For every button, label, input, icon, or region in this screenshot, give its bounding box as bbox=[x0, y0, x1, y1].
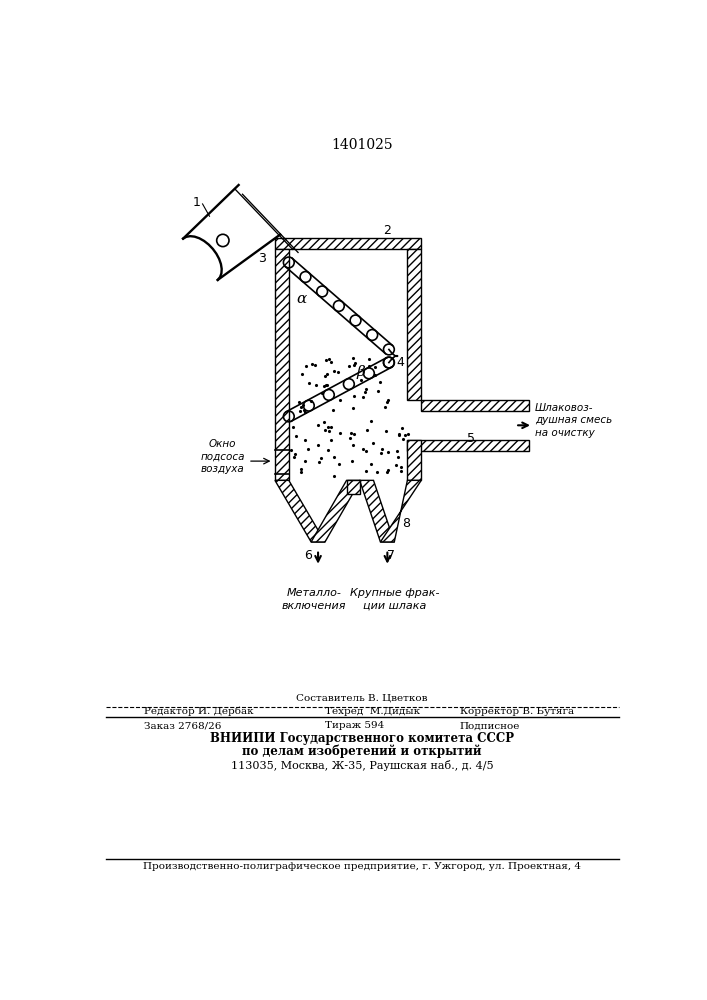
Text: α: α bbox=[296, 292, 306, 306]
Polygon shape bbox=[407, 440, 421, 480]
Text: 1: 1 bbox=[192, 196, 200, 209]
Text: 4: 4 bbox=[397, 356, 404, 369]
Text: 3: 3 bbox=[258, 252, 266, 265]
Polygon shape bbox=[360, 480, 395, 542]
Polygon shape bbox=[275, 480, 325, 542]
Polygon shape bbox=[275, 249, 288, 480]
Text: по делам изобретений и открытий: по делам изобретений и открытий bbox=[243, 745, 481, 758]
Text: 6: 6 bbox=[304, 549, 312, 562]
Text: Заказ 2768/26: Заказ 2768/26 bbox=[144, 721, 221, 730]
Text: Крупные фрак-
ции шлака: Крупные фрак- ции шлака bbox=[350, 588, 440, 611]
Text: ВНИИПИ Государственного комитета СССР: ВНИИПИ Государственного комитета СССР bbox=[210, 732, 514, 745]
Text: Металло-
включения: Металло- включения bbox=[282, 588, 346, 611]
Text: 8: 8 bbox=[402, 517, 410, 530]
Text: 113035, Москва, Ж-35, Раушская наб., д. 4/5: 113035, Москва, Ж-35, Раушская наб., д. … bbox=[230, 760, 493, 771]
Text: Окно
подсоса
воздуха: Окно подсоса воздуха bbox=[200, 439, 245, 474]
Polygon shape bbox=[311, 480, 361, 542]
Text: 2: 2 bbox=[382, 224, 390, 237]
Text: Корректор В. Бутяга: Корректор В. Бутяга bbox=[460, 707, 574, 716]
Text: Техред  М.Дидык: Техред М.Дидык bbox=[325, 707, 420, 716]
Text: Подписное: Подписное bbox=[460, 721, 520, 730]
Text: Тираж 594: Тираж 594 bbox=[325, 721, 384, 730]
Polygon shape bbox=[407, 249, 421, 400]
Polygon shape bbox=[421, 400, 529, 411]
Polygon shape bbox=[380, 480, 421, 542]
Text: 1401025: 1401025 bbox=[331, 138, 393, 152]
Polygon shape bbox=[275, 238, 421, 249]
Polygon shape bbox=[346, 480, 360, 494]
Text: Редактор И. Дербак: Редактор И. Дербак bbox=[144, 707, 254, 716]
Polygon shape bbox=[407, 440, 529, 451]
Text: Составитель В. Цветков: Составитель В. Цветков bbox=[296, 694, 428, 703]
Text: 7: 7 bbox=[387, 549, 395, 562]
Text: β: β bbox=[357, 365, 366, 379]
Text: Производственно-полиграфическое предприятие, г. Ужгород, ул. Проектная, 4: Производственно-полиграфическое предприя… bbox=[143, 862, 581, 871]
Text: Шлаковоз-
душная смесь
на очистку: Шлаковоз- душная смесь на очистку bbox=[535, 403, 612, 438]
Text: 5: 5 bbox=[467, 432, 475, 445]
